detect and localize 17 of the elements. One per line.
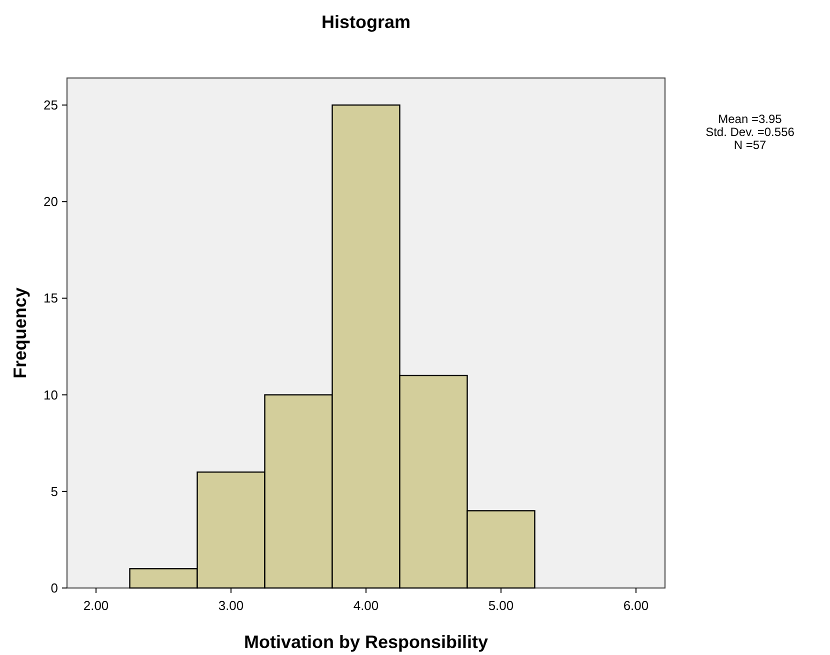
chart-title: Histogram	[321, 12, 411, 32]
x-tick-label: 2.00	[83, 598, 109, 613]
x-tick-label: 4.00	[353, 598, 379, 613]
y-axis-title: Frequency	[10, 287, 30, 379]
y-tick-label: 20	[44, 194, 58, 210]
text: N =57	[734, 138, 766, 152]
y-tick-label: 25	[44, 98, 58, 113]
x-axis-title: Motivation by Responsibility	[244, 632, 488, 652]
x-tick-label: 6.00	[623, 598, 649, 613]
x-tick-label: 3.00	[218, 598, 244, 613]
x-tick-label: 5.00	[488, 598, 514, 613]
y-tick-label: 0	[50, 580, 58, 596]
y-tick-label: 10	[44, 387, 58, 402]
text: Std. Dev. =0.556	[706, 125, 795, 139]
y-tick-label: 15	[44, 290, 58, 306]
text: Mean =3.95	[718, 112, 782, 126]
y-tick-label: 5	[50, 484, 58, 499]
